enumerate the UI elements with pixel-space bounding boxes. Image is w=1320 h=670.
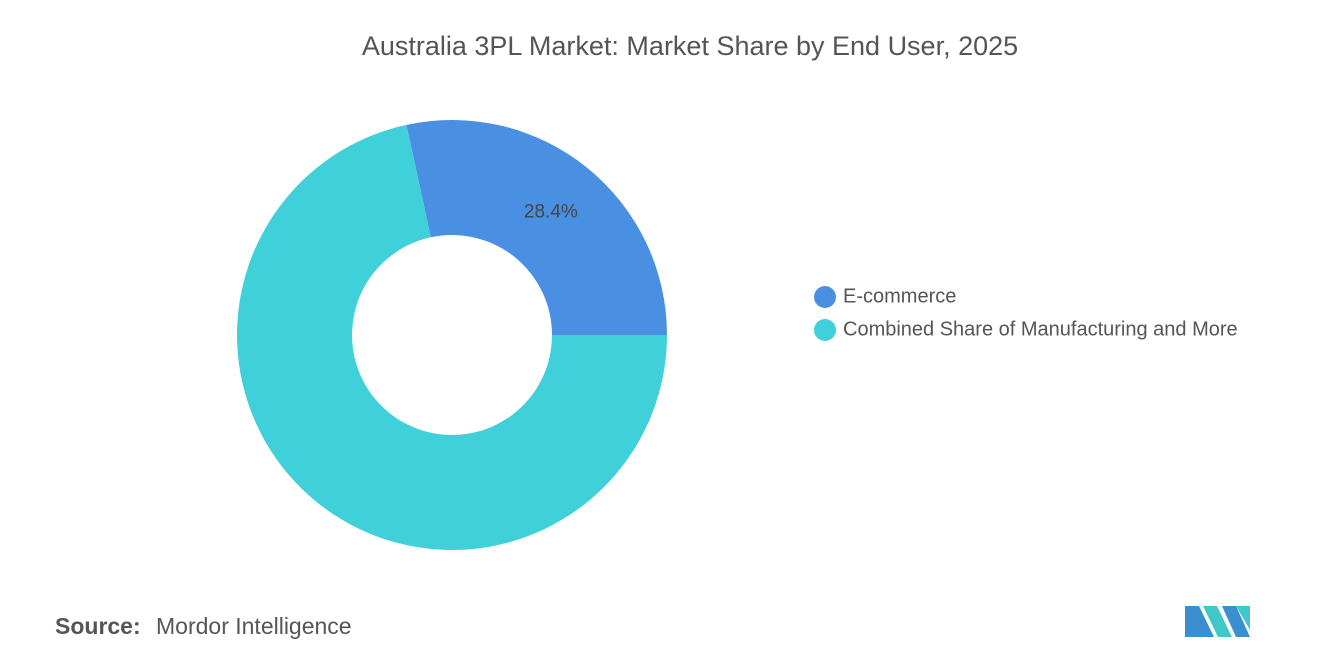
chart-title: Australia 3PL Market: Market Share by En… (362, 31, 1018, 61)
legend: E-commerce Combined Share of Manufacturin… (814, 285, 1238, 341)
source-label: Source: (55, 613, 141, 639)
logo (1185, 606, 1250, 637)
logo-part (1236, 606, 1250, 630)
legend-marker (814, 286, 836, 308)
legend-label: E-commerce (843, 285, 956, 307)
source-text: Mordor Intelligence (156, 613, 352, 639)
logo-part (1203, 606, 1232, 637)
slice (406, 119, 667, 335)
logo-part (1222, 606, 1250, 637)
donut: 28.4% (237, 119, 667, 551)
logo-part (1185, 606, 1214, 637)
slice (237, 124, 667, 551)
legend-label: Combined Share of Manufacturing and More (843, 318, 1238, 340)
legend-marker (814, 319, 836, 341)
data-label: 28.4% (524, 201, 578, 222)
